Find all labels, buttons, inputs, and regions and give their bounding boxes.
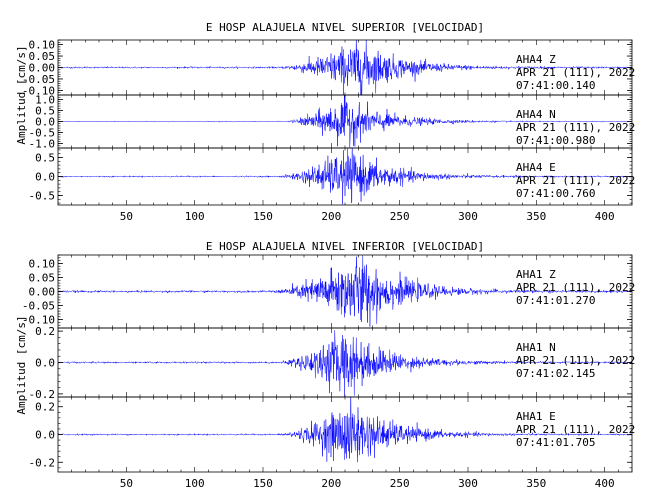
x-tick-label: 250 [390, 210, 410, 223]
waveform-AHA1-Z [58, 255, 632, 327]
upper-level-panel-group: E HOSP ALAJUELA NIVEL SUPERIOR [VELOCIDA… [15, 21, 635, 223]
x-tick-label: 300 [458, 210, 478, 223]
trace-panel-frame [57, 396, 633, 473]
waveform-AHA1-N [58, 330, 632, 397]
record-time-label: 07:41:00.140 [516, 79, 595, 92]
record-date-label: APR 21 (111), 2022 [516, 121, 635, 134]
x-tick-label: 50 [120, 210, 133, 223]
record-time-label: 07:41:01.705 [516, 436, 595, 449]
y-tick-label: -0.5 [29, 127, 56, 140]
y-tick-label: 0.0 [35, 116, 55, 129]
y-tick-label: 0.0 [35, 429, 55, 442]
y-tick-label: -0.2 [29, 388, 56, 401]
station-component-label: AHA4 N [516, 108, 556, 121]
y-tick-label: 0.0 [35, 171, 55, 184]
y-tick-label: 0.5 [35, 104, 55, 117]
record-time-label: 07:41:02.145 [516, 367, 595, 380]
record-date-label: APR 21 (111), 2022 [516, 174, 635, 187]
lower-y-axis-label: Amplitud [cm/s] [15, 315, 28, 414]
record-date-label: APR 21 (111), 2022 [516, 423, 635, 436]
upper-panel-title: E HOSP ALAJUELA NIVEL SUPERIOR [VELOCIDA… [206, 21, 484, 34]
x-tick-label: 150 [253, 477, 273, 490]
x-tick-label: 400 [595, 210, 615, 223]
upper-y-axis-label: Amplitud [cm/s] [15, 45, 28, 144]
waveform-AHA4-N [58, 95, 632, 148]
x-tick-label: 200 [321, 477, 341, 490]
station-component-label: AHA1 N [516, 341, 556, 354]
y-tick-label: 0.2 [35, 325, 55, 338]
station-component-label: AHA4 Z [516, 53, 556, 66]
y-tick-label: -1.0 [29, 138, 56, 151]
trace-panel-frame [57, 147, 633, 206]
record-time-label: 07:41:00.980 [516, 134, 595, 147]
waveform-AHA4-Z [58, 40, 632, 95]
y-tick-label: 0.05 [29, 271, 56, 284]
y-tick-label: 0.2 [35, 401, 55, 414]
lower-panel-title: E HOSP ALAJUELA NIVEL INFERIOR [VELOCIDA… [206, 240, 484, 253]
lower-level-panel-group: E HOSP ALAJUELA NIVEL INFERIOR [VELOCIDA… [15, 240, 635, 490]
y-tick-label: -0.05 [22, 73, 55, 86]
record-date-label: APR 21 (111), 2022 [516, 66, 635, 79]
y-tick-label: -0.10 [22, 84, 55, 97]
y-tick-label: -0.10 [22, 314, 55, 327]
y-tick-label: 0.00 [29, 62, 56, 75]
x-tick-label: 100 [185, 477, 205, 490]
x-tick-label: 350 [526, 477, 546, 490]
x-tick-label: 150 [253, 210, 273, 223]
station-component-label: AHA1 Z [516, 268, 556, 281]
x-tick-label: 100 [185, 210, 205, 223]
y-tick-label: -0.5 [29, 190, 56, 203]
y-tick-label: 0.0 [35, 357, 55, 370]
y-tick-label: 0.00 [29, 286, 56, 299]
record-date-label: APR 21 (111), 2022 [516, 281, 635, 294]
station-component-label: AHA1 E [516, 410, 556, 423]
y-tick-label: -0.2 [29, 456, 56, 469]
waveform-AHA4-E [58, 148, 632, 205]
waveform-AHA1-E [58, 397, 632, 463]
x-tick-label: 50 [120, 477, 133, 490]
y-tick-label: -0.05 [22, 300, 55, 313]
y-tick-label: 0.10 [29, 257, 56, 270]
y-tick-label: 0.5 [35, 152, 55, 165]
record-date-label: APR 21 (111), 2022 [516, 354, 635, 367]
x-tick-label: 200 [321, 210, 341, 223]
x-tick-label: 250 [390, 477, 410, 490]
x-tick-label: 300 [458, 477, 478, 490]
x-tick-label: 400 [595, 477, 615, 490]
station-component-label: AHA4 E [516, 161, 556, 174]
x-tick-label: 350 [526, 210, 546, 223]
y-tick-label: 1.0 [35, 93, 55, 106]
record-time-label: 07:41:00.760 [516, 187, 595, 200]
y-tick-label: 0.05 [29, 50, 56, 63]
record-time-label: 07:41:01.270 [516, 294, 595, 307]
y-tick-label: 0.10 [29, 39, 56, 52]
